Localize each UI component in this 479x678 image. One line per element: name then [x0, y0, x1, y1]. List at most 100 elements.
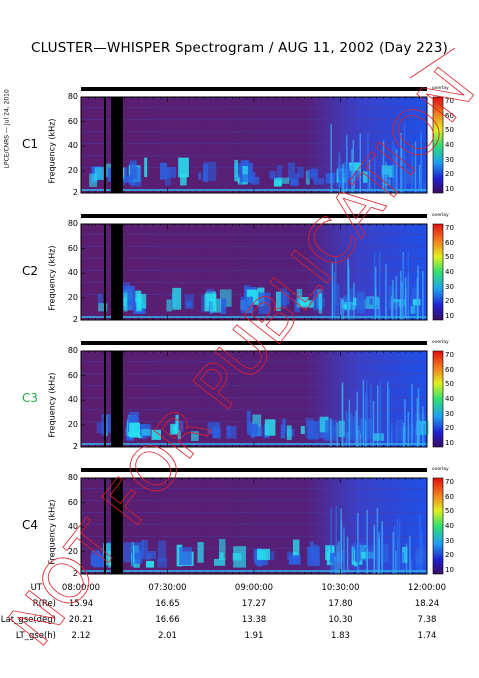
emission-blob [129, 422, 140, 438]
orbit-value: 13.38 [241, 615, 267, 625]
emission-streak [374, 266, 377, 320]
emission-streak [336, 545, 338, 574]
emission-streak [370, 383, 372, 447]
emission-blob [209, 298, 222, 313]
y-tick-label: 80 [67, 473, 78, 482]
emission-streak [402, 254, 405, 320]
emission-streak [341, 382, 344, 447]
emission-line [81, 131, 427, 132]
emission-streak [331, 262, 334, 320]
emission-blob [141, 539, 145, 559]
spacecraft-label: C4 [22, 518, 39, 532]
emission-blob [129, 160, 137, 180]
emission-blob [297, 166, 304, 178]
emission-streak [423, 423, 425, 447]
orbit-value: 17.80 [328, 599, 353, 609]
emission-blob [219, 552, 224, 559]
emission-blob [240, 296, 253, 314]
emission-blob [226, 426, 237, 439]
emission-streak [350, 302, 353, 320]
colorbar [432, 350, 444, 448]
emission-blob [177, 430, 181, 440]
emission-blob [120, 542, 134, 563]
emission-blob [365, 545, 378, 560]
emission-blob [381, 165, 395, 178]
emission-streak [390, 296, 393, 320]
emission-streak [348, 399, 351, 447]
emission-streak [378, 251, 381, 320]
orbit-value: 18.24 [414, 599, 440, 609]
emission-blob [269, 170, 276, 180]
orbit-row-label: LT_gse(h) [15, 631, 56, 641]
emission-blob [137, 293, 147, 309]
emission-blob [93, 553, 106, 568]
emission-line [81, 397, 427, 398]
colorbar-overlay-label: overlay [432, 86, 449, 91]
orbit-value: 2.01 [158, 631, 177, 641]
emission-line [81, 548, 427, 549]
y-tick-label: 2 [72, 569, 78, 578]
emission-streak [376, 385, 379, 447]
emission-blob [198, 172, 202, 180]
panel-c2 [80, 214, 444, 321]
emission-streak [357, 512, 359, 574]
y-tick-label: 2 [72, 188, 78, 197]
colorbar-tick-label: 60 [445, 111, 454, 120]
orbit-value: 08:00:00 [61, 583, 101, 593]
emission-streak [372, 401, 375, 447]
emission-line [81, 536, 427, 537]
data-availability-bar [81, 468, 427, 472]
emission-streak [333, 271, 335, 320]
emission-streak [405, 543, 408, 574]
emission-blob [282, 418, 286, 433]
emission-blob [313, 178, 324, 185]
emission-blob [307, 546, 320, 566]
emission-blob [318, 293, 323, 314]
emission-blob [247, 423, 258, 436]
emission-line [81, 282, 427, 283]
emission-streak [381, 520, 383, 574]
emission-blob [98, 303, 108, 312]
emission-streak [395, 550, 397, 574]
emission-streak [417, 265, 419, 320]
emission-streak [392, 531, 394, 574]
y-tick-label: 60 [67, 370, 78, 380]
emission-streak [392, 140, 394, 193]
y-tick-label: 80 [67, 219, 78, 228]
emission-blob [277, 177, 290, 184]
emission-blob [144, 157, 148, 178]
emission-streak [362, 380, 365, 447]
colorbar-tick-label: 20 [445, 170, 454, 179]
y-tick-label: 40 [67, 522, 78, 532]
emission-streak [405, 288, 407, 320]
emission-streak [418, 549, 421, 574]
emission-blob [296, 289, 303, 308]
emission-blob [258, 292, 271, 314]
emission-streak [334, 257, 337, 320]
emission-blob [126, 434, 135, 441]
emission-streak [342, 163, 344, 193]
emission-blob [252, 171, 256, 183]
emission-streak [357, 546, 359, 574]
emission-streak [400, 270, 402, 320]
emission-blob [379, 544, 389, 563]
emission-blob [264, 419, 276, 436]
panel-c3 [80, 341, 444, 448]
emission-streak [395, 276, 398, 320]
emission-blob [362, 171, 368, 183]
watermark-text: NOT FOR PUBLICATION [0, 55, 479, 660]
y-tick-label: 20 [67, 546, 78, 556]
emission-streak [345, 166, 348, 193]
colorbar-tick-label: 40 [445, 395, 454, 403]
data-gap [111, 224, 123, 320]
emission-blob [157, 540, 166, 562]
emission-blob [180, 174, 187, 186]
emission-blob [300, 425, 305, 435]
colorbar-tick-label: 50 [445, 507, 454, 516]
emission-streak [338, 153, 341, 193]
y-tick-label: 40 [67, 268, 78, 278]
emission-line [81, 155, 427, 156]
emission-blob [104, 414, 113, 434]
emission-line [81, 258, 427, 259]
